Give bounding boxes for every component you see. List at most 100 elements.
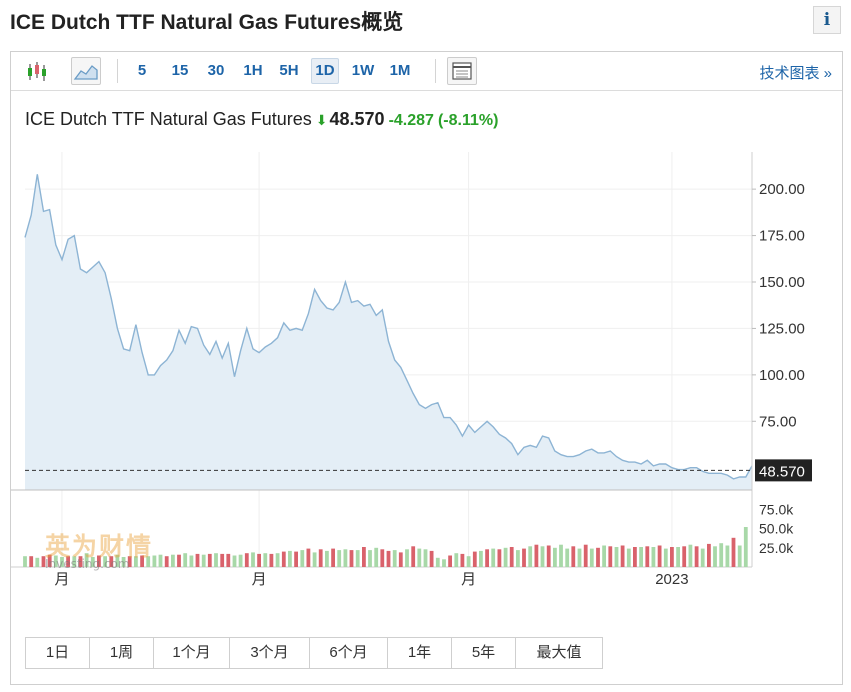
volume-bar: [676, 547, 680, 567]
range-button[interactable]: 1个月: [154, 638, 230, 668]
down-arrow-icon: ⬇: [315, 112, 328, 128]
chart-panel: 5 15 30 1H 5H 1D 1W 1M 技术图表 » ICE Dutch TTF Nat…: [10, 51, 843, 685]
volume-bar: [41, 556, 46, 567]
volume-bar: [152, 555, 157, 567]
interval-button-5h[interactable]: 5H: [279, 62, 299, 79]
volume-bar: [719, 543, 724, 567]
volume-bar: [707, 543, 711, 567]
volume-bar: [244, 553, 249, 567]
volume-bar: [158, 554, 163, 567]
interval-button-30[interactable]: 30: [207, 62, 225, 79]
volume-bar: [29, 556, 34, 567]
y-tick-label: 100.00: [759, 367, 805, 384]
range-button[interactable]: 5年: [452, 638, 516, 668]
volume-bar: [639, 547, 643, 567]
volume-bar: [472, 551, 477, 567]
volume-bar: [103, 556, 107, 567]
volume-bar: [226, 553, 231, 567]
volume-bar: [442, 559, 446, 567]
volume-bar: [479, 550, 483, 567]
area-chart-icon[interactable]: [71, 57, 101, 85]
volume-bar: [214, 553, 218, 567]
volume-bar: [670, 547, 674, 567]
volume-bar: [349, 550, 354, 567]
volume-bar: [66, 556, 70, 567]
price-chart[interactable]: 75.00 100.00 125.00 150.00 175.00 200.00 48.57…: [11, 142, 842, 587]
page-title: ICE Dutch TTF Natural Gas Futures概览: [10, 11, 404, 34]
volume-tick-label: 50.0k: [759, 521, 794, 537]
volume-bar: [220, 553, 225, 567]
volume-bar: [164, 556, 169, 567]
range-button[interactable]: 6个月: [310, 638, 388, 668]
volume-bar: [60, 557, 64, 567]
volume-bar: [540, 546, 545, 567]
volume-bar: [306, 548, 311, 567]
table-icon[interactable]: [447, 57, 477, 85]
volume-bar: [343, 549, 348, 567]
volume-bar: [177, 554, 181, 567]
volume-bar: [651, 547, 656, 567]
volume-bar: [374, 547, 379, 567]
volume-bar: [614, 547, 619, 567]
interval-button-1d[interactable]: 1D: [311, 58, 339, 84]
volume-bar: [380, 549, 385, 567]
volume-bar: [405, 549, 409, 567]
last-price-tag-label: 48.570: [759, 463, 805, 480]
last-price-tag: [755, 459, 812, 482]
volume-bar: [140, 555, 144, 567]
volume-bar: [392, 550, 397, 567]
volume-bar: [633, 547, 637, 567]
interval-button-15[interactable]: 15: [171, 62, 189, 79]
volume-bar: [337, 550, 342, 567]
range-button[interactable]: 1周: [90, 638, 154, 668]
time-range-selector: 1日 1周 1个月 3个月 6个月 1年 5年 最大值: [25, 637, 603, 669]
volume-bar: [645, 546, 650, 567]
technical-chart-link[interactable]: 技术图表 »: [759, 65, 832, 82]
interval-button-1m[interactable]: 1M: [389, 62, 411, 79]
volume-tick-label: 25.0k: [759, 540, 794, 556]
volume-bar: [528, 546, 533, 567]
volume-bar: [417, 548, 422, 567]
y-tick-label: 125.00: [759, 320, 805, 337]
volume-bar: [398, 552, 403, 567]
volume-bar: [294, 551, 298, 567]
range-button[interactable]: 1日: [26, 638, 90, 668]
volume-bar: [23, 556, 27, 567]
volume-bar: [454, 553, 459, 567]
interval-button-1w[interactable]: 1W: [351, 62, 375, 79]
range-button[interactable]: 3个月: [230, 638, 310, 668]
volume-bar: [288, 550, 292, 567]
volume-bar: [694, 546, 699, 567]
range-button[interactable]: 最大值: [536, 644, 582, 661]
volume-bar: [522, 548, 526, 567]
volume-bar: [731, 537, 736, 567]
interval-button-5[interactable]: 5: [137, 62, 147, 79]
volume-bar: [713, 546, 717, 567]
volume-bar: [725, 545, 730, 567]
volume-bar: [448, 555, 452, 567]
range-button[interactable]: 1年: [388, 638, 452, 668]
volume-bar: [583, 544, 588, 567]
volume-bar: [620, 545, 625, 567]
interval-button-1h[interactable]: 1H: [243, 62, 263, 79]
volume-bar: [312, 552, 317, 567]
instrument-name: ICE Dutch TTF Natural Gas Futures: [25, 109, 312, 129]
price-line: [24, 174, 753, 480]
volume-bar: [626, 548, 631, 567]
candlestick-icon[interactable]: [21, 57, 51, 85]
y-tick-label: 75.00: [759, 413, 797, 430]
volume-bar: [238, 554, 243, 567]
x-tick-label: 月: [54, 571, 69, 587]
volume-bar: [362, 547, 366, 567]
info-button[interactable]: i: [813, 6, 841, 34]
volume-bar: [559, 544, 563, 567]
y-tick-label: 150.00: [759, 274, 805, 291]
volume-bar: [663, 548, 668, 567]
volume-bar: [269, 553, 274, 567]
volume-bar: [109, 556, 114, 567]
volume-bar: [608, 546, 613, 567]
volume-bar: [121, 557, 126, 567]
x-tick-label: 2023: [655, 571, 688, 587]
volume-bar: [263, 553, 268, 567]
y-tick-label: 175.00: [759, 228, 805, 245]
